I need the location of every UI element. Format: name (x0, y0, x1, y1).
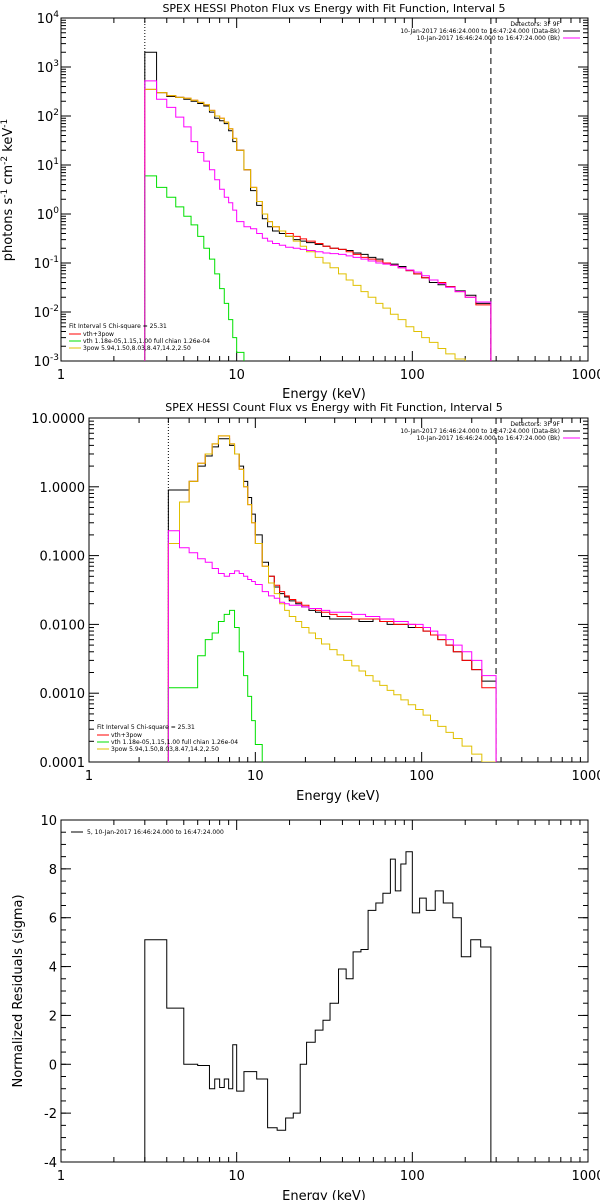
series-3pow (144, 88, 466, 361)
y-tick-exponent: 4 (53, 10, 59, 20)
legend-header: Detectors: 3F 9F (510, 21, 560, 28)
fit-legend-label: vth+3pow (83, 331, 114, 338)
fit-legend-label: 3pow 5.94,1.50,8.03,8.47,14.2,2.50 (83, 345, 191, 352)
y-tick-exponent: 2 (53, 108, 59, 118)
y-tick-label: 101 (37, 157, 59, 174)
y-tick-label: 103 (37, 59, 59, 76)
plot-frame (60, 17, 589, 362)
y-tick-label: 0.1000 (40, 550, 86, 565)
y-axis: -4 -2 0 2 4 6 8 10 (40, 814, 588, 1171)
legend-entry-label: 10-Jan-2017 16:46:24.000 to 16:47:24.000… (400, 428, 560, 435)
x-tick-label: 1000 (571, 368, 600, 383)
fit-legend-header: Fit Interval 5 Chi-square = 25.31 (97, 724, 195, 731)
y-tick-label: 0.0001 (40, 756, 86, 771)
fit-legend-label: 3pow 5.94,1.50,8.03,8.47,14.2,2.50 (111, 746, 219, 753)
series-bk (167, 530, 497, 762)
y-tick-label: 10-2 (33, 304, 59, 321)
y-tick-label: -2 (44, 1107, 57, 1122)
series-data-bk (167, 438, 497, 762)
y-axis: 0.0001 0.0010 0.0100 0.1000 1.0000 10.0000 (31, 412, 588, 771)
x-tick-label: 1 (57, 1169, 65, 1184)
series-group (144, 51, 492, 361)
y-tick-exponent: 0 (53, 206, 59, 216)
residuals-plot: Energy (keV) Normalized Residuals (sigma… (11, 814, 600, 1200)
x-axis: 1 10 100 1000 (57, 820, 600, 1184)
fit-legend-label: vth+3pow (111, 732, 142, 739)
x-axis: 1 10 100 1000 (57, 18, 600, 383)
y-tick-label: -4 (44, 1156, 57, 1171)
x-tick-label: 1 (57, 368, 65, 383)
y-tick-label: 104 (37, 10, 60, 27)
x-tick-label: 100 (400, 368, 425, 383)
series-bk (144, 80, 492, 361)
fit-legend-header: Fit Interval 5 Chi-square = 25.31 (69, 323, 167, 330)
legend-entry-label: 10-Jan-2017 16:46:24.000 to 16:47:24.000… (417, 435, 560, 442)
legend-entry-label: 10-Jan-2017 16:46:24.000 to 16:47:24.000… (417, 35, 560, 42)
series-data-bk (144, 51, 492, 361)
legend-fit: Fit Interval 5 Chi-square = 25.31vth+3po… (97, 724, 238, 753)
series-vth-3pow (167, 435, 497, 762)
y-tick-label: 0.0010 (40, 687, 86, 702)
y-tick-label: 10-3 (33, 353, 59, 370)
fit-legend-label: vth 1.18e-05,1.15,1.00 full chian 1.26e-… (111, 739, 238, 746)
y-axis-label: Normalized Residuals (sigma) (11, 894, 26, 1087)
series-residuals (144, 851, 492, 1162)
legend-fit: Fit Interval 5 Chi-square = 25.31vth+3po… (69, 323, 210, 352)
x-tick-label: 100 (409, 769, 434, 784)
y-tick-label: 6 (49, 912, 57, 927)
plot-frame (60, 819, 589, 1163)
y-tick-label: 102 (37, 108, 59, 125)
photon-flux-plot: SPEX HESSI Photon Flux vs Energy with Fi… (0, 2, 600, 402)
count-flux-plot: SPEX HESSI Count Flux vs Energy with Fit… (31, 401, 600, 804)
y-tick-exponent: -2 (50, 304, 59, 314)
series-vth (144, 175, 245, 361)
y-tick-label: 10 (40, 814, 57, 829)
y-tick-label: 2 (49, 1009, 57, 1024)
y-tick-exponent: -1 (50, 255, 59, 265)
y-tick-label: 10.0000 (31, 412, 85, 427)
x-tick-label: 1 (85, 769, 93, 784)
y-tick-label: 8 (49, 863, 57, 878)
x-tick-label: 10 (228, 368, 245, 383)
legend-entry-label: 5, 10-Jan-2017 16:46:24.000 to 16:47:24.… (87, 829, 224, 836)
x-tick-label: 1000 (571, 769, 600, 784)
series-3pow (167, 435, 497, 762)
x-tick-label: 10 (228, 1169, 245, 1184)
y-tick-label: 0.0100 (40, 618, 86, 633)
x-axis-label: Energy (keV) (282, 1189, 366, 1200)
plot-frame (88, 417, 589, 763)
series-vth (167, 609, 263, 762)
series-group (144, 851, 492, 1162)
legend-header: Detectors: 3F 9F (510, 421, 560, 428)
x-axis: 1 10 100 1000 (85, 418, 600, 784)
y-tick-label: 0 (49, 1058, 57, 1073)
y-tick-exponent: 3 (53, 59, 59, 69)
legend: 5, 10-Jan-2017 16:46:24.000 to 16:47:24.… (71, 829, 224, 836)
series-vth-3pow (144, 88, 492, 361)
legend-entry-label: 10-Jan-2017 16:46:24.000 to 16:47:24.000… (400, 28, 560, 35)
x-tick-label: 1000 (571, 1169, 600, 1184)
x-tick-label: 10 (247, 769, 264, 784)
y-tick-label: 4 (49, 961, 57, 976)
plot-title: SPEX HESSI Photon Flux vs Energy with Fi… (162, 2, 505, 15)
x-tick-label: 100 (400, 1169, 425, 1184)
series-group (167, 435, 497, 762)
y-axis-label: photons s-1 cm-2 keV-1 (0, 119, 16, 261)
y-tick-label: 10-1 (33, 255, 59, 272)
x-axis-label: Energy (keV) (282, 387, 366, 402)
y-tick-exponent: 1 (53, 157, 59, 167)
y-tick-exponent: -3 (50, 353, 59, 363)
x-axis-label: Energy (keV) (296, 789, 380, 804)
y-tick-label: 1.0000 (40, 481, 86, 496)
fit-legend-label: vth 1.18e-05,1.15,1.00 full chian 1.26e-… (83, 338, 210, 345)
y-tick-label: 100 (37, 206, 60, 223)
plot-title: SPEX HESSI Count Flux vs Energy with Fit… (165, 401, 502, 414)
